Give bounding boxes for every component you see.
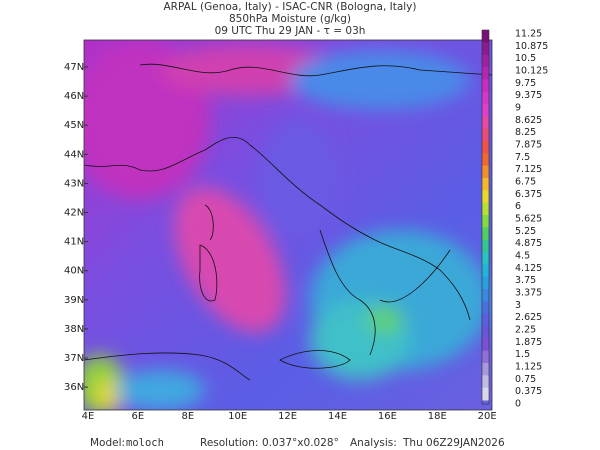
colorbar-label: 6.375 bbox=[515, 189, 542, 200]
lat-label: 43N bbox=[64, 178, 84, 189]
colorbar-segment bbox=[482, 289, 489, 302]
lat-label: 45N bbox=[64, 120, 84, 131]
colorbar-label: 10.5 bbox=[515, 53, 536, 64]
colorbar-label: 10.875 bbox=[515, 41, 548, 52]
header-line: 09 UTC Thu 29 JAN - τ = 03h bbox=[215, 25, 366, 37]
lat-label: 39N bbox=[64, 295, 84, 306]
footer-value: moloch bbox=[126, 437, 164, 449]
colorbar-segment bbox=[482, 141, 489, 154]
footer-label: Analysis: bbox=[350, 437, 397, 449]
colorbar-label: 3.375 bbox=[515, 288, 542, 299]
colorbar-label: 4.125 bbox=[515, 263, 542, 274]
lat-label: 41N bbox=[64, 237, 84, 248]
colorbar-segment bbox=[482, 363, 489, 376]
colorbar-label: 4.875 bbox=[515, 238, 542, 249]
colorbar-segment bbox=[482, 42, 489, 56]
colorbar-label: 0 bbox=[515, 399, 521, 410]
colorbar-label: 7.875 bbox=[515, 140, 542, 151]
header-line: 850hPa Moisture (g/kg) bbox=[229, 13, 351, 25]
colorbar-label: 5.25 bbox=[515, 226, 536, 237]
colorbar-segment bbox=[482, 116, 489, 130]
colorbar-label: 6.75 bbox=[515, 177, 536, 188]
map-frame bbox=[83, 39, 493, 411]
lon-label: 12E bbox=[278, 411, 297, 422]
colorbar-label: 4.5 bbox=[515, 251, 530, 262]
colorbar-label: 0.375 bbox=[515, 386, 542, 397]
colorbar-segment bbox=[482, 190, 489, 204]
colorbar-segment bbox=[482, 79, 489, 93]
lat-label: 36N bbox=[64, 382, 84, 393]
footer-label: Model: bbox=[90, 437, 125, 449]
colorbar-label: 2.25 bbox=[515, 325, 536, 336]
colorbar-label: 7.125 bbox=[515, 164, 542, 175]
colorbar-label: 1.5 bbox=[515, 349, 530, 360]
colorbar-segment bbox=[482, 338, 489, 352]
lat-label: 37N bbox=[64, 353, 84, 364]
colorbar-segment bbox=[482, 165, 489, 179]
colorbar-segment bbox=[482, 227, 489, 241]
colorbar-segment bbox=[482, 387, 489, 401]
colorbar-label: 3 bbox=[515, 300, 521, 311]
colorbar-segment bbox=[482, 30, 489, 43]
colorbar-segment bbox=[482, 350, 489, 364]
colorbar-segment bbox=[482, 153, 489, 167]
colorbar-label: 6 bbox=[515, 201, 521, 212]
colorbar-label: 1.875 bbox=[515, 337, 542, 348]
colorbar-segment bbox=[482, 67, 489, 80]
colorbar-segment bbox=[482, 301, 489, 315]
colorbar-segment bbox=[482, 54, 489, 68]
colorbar-label: 10.125 bbox=[515, 66, 548, 77]
footer-label: Resolution: bbox=[200, 437, 258, 449]
colorbar-segment bbox=[482, 252, 489, 265]
colorbar-label: 9.75 bbox=[515, 78, 536, 89]
lat-label: 42N bbox=[64, 208, 84, 219]
colorbar-segment bbox=[482, 202, 489, 216]
moisture-field bbox=[84, 40, 492, 410]
colorbar-frame bbox=[481, 29, 490, 405]
lat-label: 40N bbox=[64, 266, 84, 277]
colorbar-label: 8.25 bbox=[515, 127, 536, 138]
colorbar-label: 11.25 bbox=[515, 29, 542, 40]
colorbar-label: 7.5 bbox=[515, 152, 530, 163]
colorbar-label: 1.125 bbox=[515, 362, 542, 373]
colorbar-label: 5.625 bbox=[515, 214, 542, 225]
lon-label: 8E bbox=[181, 411, 194, 422]
colorbar-segment bbox=[482, 276, 489, 290]
colorbar-segment bbox=[482, 239, 489, 253]
lat-labels: 47N 46N 45N 44N 43N 42N 41N 40N 39N 38N 37N 36N bbox=[64, 62, 88, 393]
header-line: ARPAL (Genoa, Italy) - ISAC-CNR (Bologna… bbox=[164, 1, 417, 13]
lon-label: 10E bbox=[228, 411, 247, 422]
lon-labels: 4E 6E 8E 10E 12E 14E 16E 18E 20E bbox=[82, 411, 497, 422]
colorbar-segment bbox=[482, 215, 489, 228]
colorbar-label: 9.375 bbox=[515, 90, 542, 101]
colorbar-segment bbox=[482, 104, 489, 117]
footer-value: 0.037°x0.028° bbox=[262, 437, 339, 449]
colorbar-segment bbox=[482, 128, 489, 142]
lat-label: 44N bbox=[64, 149, 84, 160]
colorbar-segment bbox=[482, 375, 489, 389]
colorbar-segment bbox=[482, 91, 489, 105]
lat-label: 47N bbox=[64, 62, 84, 73]
colorbar-segment bbox=[482, 326, 489, 339]
lon-label: 20E bbox=[478, 411, 497, 422]
colorbar-label: 3.75 bbox=[515, 275, 536, 286]
colorbar-segment bbox=[482, 264, 489, 278]
lat-label: 38N bbox=[64, 324, 84, 335]
lat-label: 46N bbox=[64, 91, 84, 102]
colorbar-segment bbox=[482, 178, 489, 191]
lon-label: 14E bbox=[328, 411, 347, 422]
colorbar-label: 8.625 bbox=[515, 115, 542, 126]
lon-label: 16E bbox=[378, 411, 397, 422]
colorbar-label: 2.625 bbox=[515, 312, 542, 323]
colorbar-segment bbox=[482, 313, 489, 327]
lon-label: 18E bbox=[428, 411, 447, 422]
colorbar-label: 9 bbox=[515, 103, 521, 114]
colorbar-label: 0.75 bbox=[515, 374, 536, 385]
lon-label: 6E bbox=[132, 411, 145, 422]
lon-label: 4E bbox=[82, 411, 95, 422]
footer-value: Thu 06Z29JAN2026 bbox=[402, 437, 505, 449]
